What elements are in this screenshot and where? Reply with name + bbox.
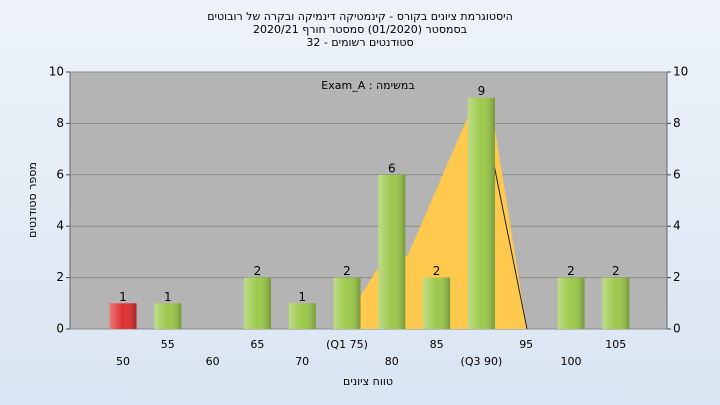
x-tick-label: 85	[430, 338, 444, 351]
data-label: 1	[298, 290, 306, 304]
y-tick-label: 6	[56, 167, 64, 181]
bar-shade	[467, 97, 495, 329]
bar-shade	[288, 303, 316, 329]
bar-shade	[602, 277, 630, 329]
bar-shade	[557, 277, 585, 329]
y2-tick-label: 2	[673, 270, 681, 284]
chart-subtitle: סטודנטים רשומים - 32	[306, 36, 413, 49]
y-tick-label: 0	[56, 322, 64, 336]
bar-shade	[333, 277, 361, 329]
y-tick-label: 4	[56, 219, 64, 233]
data-label: 2	[433, 264, 441, 278]
bar-shade	[423, 277, 451, 329]
data-label: 1	[164, 290, 172, 304]
bar-shade	[154, 303, 182, 329]
annotation: במשימה : Exam_A	[321, 79, 414, 92]
y-tick-label: 2	[56, 270, 64, 284]
x-tick-label: 70	[295, 355, 309, 368]
x-tick-label: (Q3 90)	[461, 355, 503, 368]
y2-tick-label: 8	[673, 116, 681, 130]
data-label: 2	[567, 264, 575, 278]
y2-tick-label: 4	[673, 219, 681, 233]
bar-shade	[378, 174, 406, 329]
data-label: 6	[388, 161, 396, 175]
x-axis-label: טווח ציונים	[343, 375, 393, 388]
x-tick-label: 95	[519, 338, 533, 351]
bar-shade	[243, 277, 271, 329]
y2-tick-label: 10	[673, 65, 688, 79]
bar-shade	[109, 303, 137, 329]
x-tick-label: 80	[385, 355, 399, 368]
y-tick-label: 10	[49, 65, 64, 79]
x-tick-label: (Q1 75)	[326, 338, 368, 351]
y2-tick-label: 0	[673, 322, 681, 336]
y-axis-label: מספר סטודנטים	[26, 162, 39, 238]
y-tick-label: 8	[56, 116, 64, 130]
y2-tick-label: 6	[673, 167, 681, 181]
x-tick-label: 55	[161, 338, 175, 351]
x-tick-label: 50	[116, 355, 130, 368]
data-label: 2	[254, 264, 262, 278]
x-tick-label: 60	[206, 355, 220, 368]
x-tick-label: 105	[605, 338, 626, 351]
x-tick-label: 65	[250, 338, 264, 351]
data-label: 2	[612, 264, 620, 278]
chart-title: היסטוגרמת ציונים בקורס - קינמטיקה דינמיק…	[207, 10, 513, 23]
data-label: 2	[343, 264, 351, 278]
data-label: 1	[119, 290, 127, 304]
chart-subtitle: בסמסטר (01/2020) סמסטר חורף 2020/21	[253, 23, 467, 36]
data-label: 9	[478, 84, 486, 98]
x-tick-label: 100	[561, 355, 582, 368]
